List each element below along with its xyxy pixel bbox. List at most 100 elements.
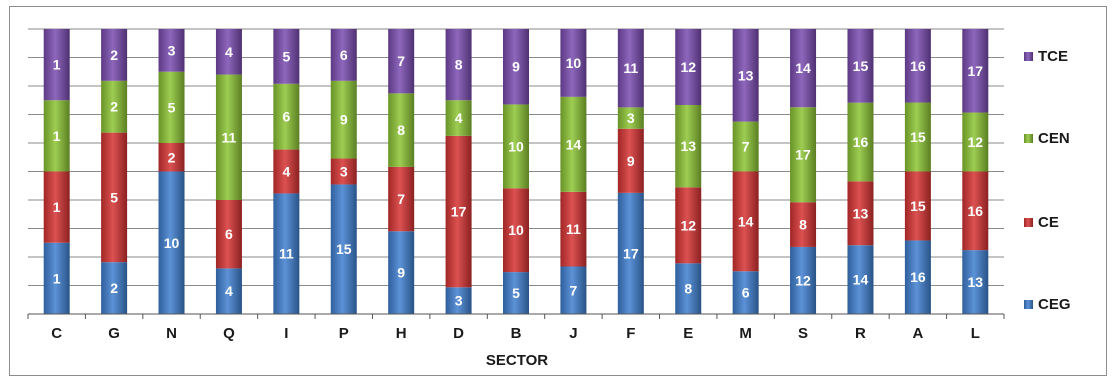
x-tick-label: Q [223, 325, 235, 342]
bar-segment-cen-n [158, 71, 185, 143]
bar-segment-tce-q [215, 29, 242, 75]
bar-segment-ceg-r [847, 245, 874, 314]
data-label: 16 [910, 269, 926, 285]
x-tick-label: D [453, 325, 464, 342]
legend-swatch-ce [1024, 218, 1033, 227]
bar-segment-tce-s [790, 29, 817, 108]
data-label: 12 [680, 59, 696, 75]
x-tick-label: C [51, 325, 62, 342]
data-label: 8 [684, 281, 692, 297]
bar-segment-tce-l [962, 29, 989, 113]
x-tick-label: I [284, 325, 288, 342]
data-label: 7 [397, 191, 405, 207]
data-label: 5 [282, 48, 290, 64]
data-label: 1 [53, 57, 61, 73]
bar-segment-tce-b [503, 29, 529, 105]
bar-segment-ce-r [847, 181, 874, 246]
data-label: 17 [968, 63, 984, 79]
bar-segment-tce-f [617, 29, 644, 108]
bar-segment-tce-r [847, 29, 874, 103]
data-label: 1 [53, 128, 61, 144]
x-tick-label: B [511, 325, 522, 342]
data-label: 6 [282, 109, 290, 125]
bar-segment-ceg-d [445, 287, 472, 314]
bar-segment-cen-p [330, 80, 357, 159]
data-label: 5 [512, 285, 520, 301]
bar-segment-tce-m [732, 29, 759, 122]
data-label: 6 [340, 47, 348, 63]
data-label: 15 [910, 198, 926, 214]
bar-segment-tce-a [904, 29, 931, 103]
bar-segment-ceg-n [158, 171, 185, 314]
bar-segment-cen-c [43, 100, 70, 172]
bar-segment-ce-j [560, 191, 587, 267]
data-label: 10 [566, 55, 582, 71]
bar-segment-ceg-m [732, 271, 759, 314]
data-label: 10 [508, 222, 524, 238]
data-label: 1 [53, 199, 61, 215]
bar-segment-tce-j [560, 29, 587, 97]
data-label: 14 [738, 213, 754, 229]
data-label: 13 [853, 205, 869, 221]
bar-segment-ce-m [732, 171, 759, 272]
bar-segment-cen-b [503, 104, 529, 189]
bar-segment-ce-s [790, 202, 817, 247]
data-label: 2 [110, 99, 118, 115]
legend-label-ceg: CEG [1038, 296, 1071, 313]
data-label: 17 [795, 147, 811, 163]
data-label: 3 [627, 110, 635, 126]
bar-segment-ce-h [388, 166, 415, 232]
bar-segment-cen-a [904, 102, 931, 172]
bar-segment-cen-l [962, 112, 989, 172]
data-label: 1 [53, 270, 61, 286]
x-tick-label: J [569, 325, 577, 342]
bar-segment-ceg-g [101, 262, 128, 314]
bar-segment-ceg-i [273, 193, 300, 314]
data-label: 5 [168, 99, 176, 115]
legend-label-tce: TCE [1038, 48, 1068, 65]
bar-segment-tce-d [445, 29, 472, 101]
bar-segment-tce-p [330, 29, 357, 81]
data-label: 10 [164, 235, 180, 251]
data-label: 7 [742, 139, 750, 155]
bar-segment-cen-e [675, 105, 702, 188]
bar-series: 1111252210253461141146515396978731748510… [43, 29, 989, 314]
data-label: 3 [455, 293, 463, 309]
bar-segment-ce-n [158, 143, 185, 172]
bar-segment-ce-i [273, 149, 300, 194]
legend-label-ce: CE [1038, 214, 1059, 231]
data-label: 15 [336, 241, 352, 257]
data-label: 14 [853, 272, 869, 288]
data-label: 12 [680, 217, 696, 233]
x-axis-title: SECTOR [486, 352, 548, 369]
data-label: 13 [968, 274, 984, 290]
x-tick-label: F [626, 325, 635, 342]
data-label: 9 [340, 112, 348, 128]
bar-segment-ceg-p [330, 184, 357, 314]
data-label: 15 [853, 58, 869, 74]
data-label: 2 [110, 280, 118, 296]
data-label: 15 [910, 129, 926, 145]
data-label: 7 [397, 53, 405, 69]
bar-segment-cen-s [790, 107, 817, 203]
data-label: 3 [340, 164, 348, 180]
data-label: 13 [738, 67, 754, 83]
bar-segment-ceg-a [904, 240, 931, 314]
data-label: 14 [795, 60, 811, 76]
data-label: 2 [110, 47, 118, 63]
data-label: 9 [627, 153, 635, 169]
legend-swatch-ceg [1024, 300, 1033, 309]
bar-segment-ce-p [330, 158, 357, 185]
x-tick-label: R [855, 325, 866, 342]
data-label: 16 [853, 134, 869, 150]
data-label: 7 [570, 282, 578, 298]
data-label: 16 [968, 203, 984, 219]
data-label: 17 [451, 204, 467, 220]
x-tick-label: H [396, 325, 407, 342]
bar-segment-tce-i [273, 29, 300, 84]
data-label: 11 [279, 246, 294, 262]
bar-segment-ceg-b [503, 272, 529, 314]
bar-segment-ce-e [675, 187, 702, 264]
